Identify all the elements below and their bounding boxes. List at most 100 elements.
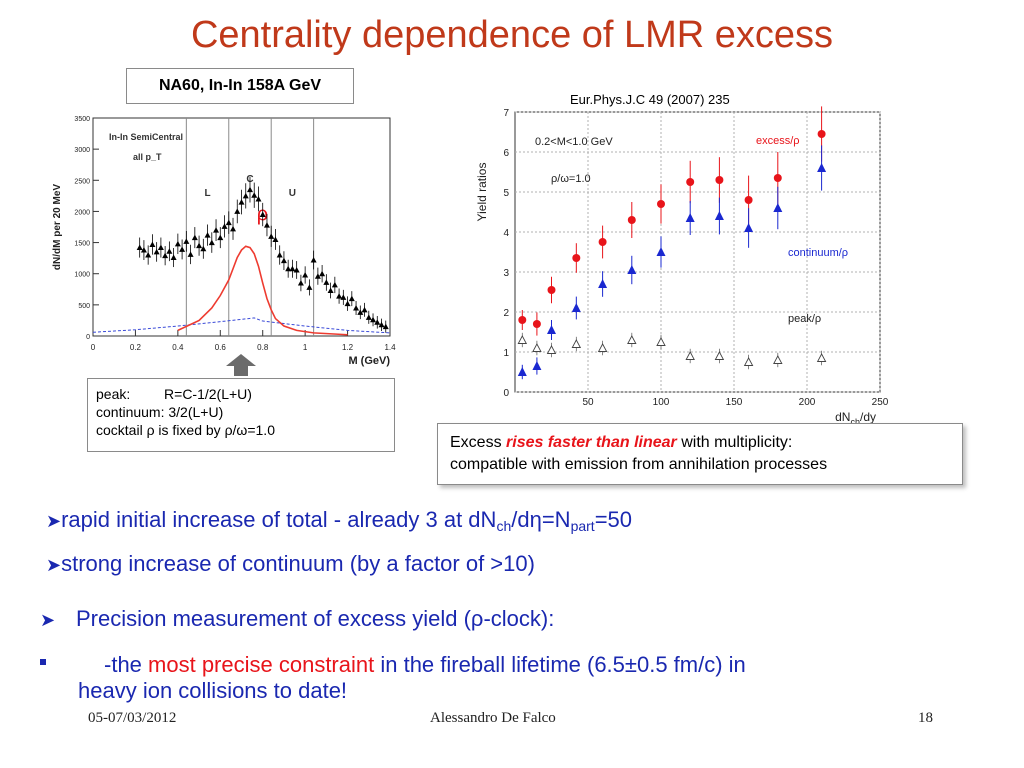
footer-author: Alessandro De Falco xyxy=(430,710,556,726)
data-point xyxy=(196,242,203,249)
data-point xyxy=(361,306,368,313)
x-tick-label: 0.4 xyxy=(172,343,184,352)
data-point xyxy=(153,248,160,255)
data-point-continuum xyxy=(571,303,581,312)
y-axis-label: Yield ratios xyxy=(475,163,489,222)
x-tick-label: 0.2 xyxy=(130,343,142,352)
mass-spectrum-chart: 0 0.2 0.4 0.6 0.8 1 1.2 1.4 0 500 1000 1500 2000 2500… xyxy=(52,116,396,367)
y-axis-label: dN/dM per 20 MeV xyxy=(52,184,63,270)
y-tick-label: 3000 xyxy=(74,147,90,154)
note-text-start: Excess xyxy=(450,434,507,451)
data-point xyxy=(166,248,173,254)
data-point xyxy=(370,316,377,323)
data-point xyxy=(174,240,181,247)
data-point-excess xyxy=(715,176,724,184)
data-point xyxy=(145,252,152,258)
x-tick-label: 100 xyxy=(653,397,670,408)
data-point xyxy=(344,300,351,307)
data-point xyxy=(357,309,364,315)
bullet-4-line-1: -the most precise constraint in the fire… xyxy=(40,652,746,678)
cocktail-curve xyxy=(92,317,391,334)
data-point xyxy=(230,225,237,232)
data-point xyxy=(378,321,385,328)
data-point xyxy=(213,227,220,233)
data-point-continuum xyxy=(627,265,637,274)
data-point-continuum xyxy=(517,367,527,376)
data-point xyxy=(149,241,156,247)
excess-note-box: Excess rises faster than linear with mul… xyxy=(437,423,963,485)
bullet-1-mid: /dη=N xyxy=(511,507,571,532)
series-label: excess/ρ xyxy=(756,135,800,147)
data-point xyxy=(251,192,258,198)
data-point-peak xyxy=(685,351,695,360)
data-point xyxy=(336,293,343,299)
data-point xyxy=(272,236,279,242)
peak-formula: R=C-1/2(L+U) xyxy=(164,386,252,402)
y-tick-label: 0 xyxy=(503,388,509,399)
bullet-4: -the most precise constraint in the fire… xyxy=(40,652,746,704)
data-point xyxy=(365,314,372,320)
data-point xyxy=(276,252,283,258)
series-label: continuum/ρ xyxy=(788,247,848,259)
note-line-2: compatible with emission from annihilati… xyxy=(450,456,828,473)
note-highlight: rises faster than linear xyxy=(506,434,677,451)
data-point-continuum xyxy=(773,203,783,212)
bullet-3: ➤ Precision measurement of excess yield (… xyxy=(40,606,554,632)
y-tick-label: 1000 xyxy=(74,272,90,279)
y-tick-label: 4 xyxy=(503,228,509,239)
y-tick-label: 3 xyxy=(503,268,509,279)
x-tick-label: 250 xyxy=(872,397,889,408)
y-tick-label: 1500 xyxy=(74,241,90,248)
x-tick-label: 1.4 xyxy=(384,343,396,352)
data-point xyxy=(323,279,330,285)
data-point-peak xyxy=(627,335,637,344)
data-point xyxy=(183,238,190,244)
data-point xyxy=(208,239,215,246)
data-point-peak xyxy=(816,353,827,362)
data-point xyxy=(170,254,177,261)
data-point xyxy=(162,252,169,259)
bullet-4-text-start: -the xyxy=(104,652,149,677)
series-label: peak/ρ xyxy=(788,313,821,325)
x-tick-label: 1 xyxy=(303,343,308,352)
data-point-excess xyxy=(532,320,541,328)
window-label-l: L xyxy=(205,188,211,199)
data-point-continuum xyxy=(532,361,542,370)
data-point-continuum xyxy=(744,223,754,232)
data-point-peak xyxy=(532,343,542,352)
data-point-excess xyxy=(598,238,607,246)
bullet-1-end: =50 xyxy=(594,507,633,532)
data-point xyxy=(302,271,309,278)
data-point xyxy=(140,247,147,253)
data-point xyxy=(331,281,338,288)
bullet-4-text-end: in the fireball lifetime (6.5±0.5 fm/c) … xyxy=(374,652,746,677)
bullet-2: ➤strong increase of continuum (by a fact… xyxy=(46,551,535,577)
data-point-excess xyxy=(686,178,695,186)
cocktail-definition: cocktail ρ is fixed by ρ/ω=1.0 xyxy=(96,422,275,438)
data-point xyxy=(187,251,194,257)
data-point xyxy=(217,234,224,241)
data-point-peak xyxy=(773,355,783,364)
arrow-bullet-icon: ➤ xyxy=(40,610,56,630)
y-tick-label: 500 xyxy=(78,303,90,310)
plot-frame xyxy=(92,117,391,337)
definitions-box: peak: R=C-1/2(L+U) continuum: 3/2(L+U) c… xyxy=(87,378,395,452)
data-point xyxy=(179,246,186,252)
bullet-1-sub-part: part xyxy=(570,518,595,534)
bullet-2-text: strong increase of continuum (by a facto… xyxy=(61,551,535,576)
plot-annotation: 0.2<M<1.0 GeV xyxy=(535,136,613,148)
experiment-label: NA60, In-In 158A GeV xyxy=(126,68,354,104)
data-point xyxy=(157,244,164,251)
data-point-excess xyxy=(773,174,782,182)
x-tick-label: 150 xyxy=(726,397,743,408)
data-point-excess xyxy=(744,196,753,204)
data-point-peak xyxy=(597,343,608,352)
x-tick-label: 0.8 xyxy=(257,343,269,352)
y-tick-label: 7 xyxy=(503,108,509,119)
data-point-continuum xyxy=(817,163,827,172)
data-point-peak xyxy=(714,351,725,360)
x-tick-label: 0 xyxy=(91,343,96,352)
x-axis-label: M (GeV) xyxy=(348,355,390,367)
bullet-1-text: rapid initial increase of total - alread… xyxy=(61,507,497,532)
data-point-peak xyxy=(743,357,754,366)
